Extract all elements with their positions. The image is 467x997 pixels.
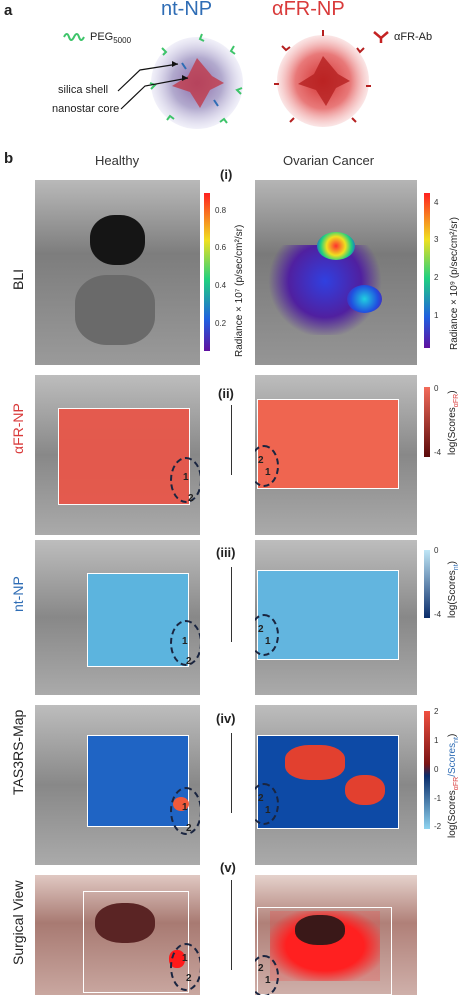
tas-h-region-2: 2 <box>186 823 192 834</box>
divider-ii <box>231 405 232 475</box>
cbar-bli-h-tick-3: 0.2 <box>215 319 227 328</box>
divider-iii <box>231 567 232 642</box>
cbar-ratio-tick-2: 0 <box>434 765 439 774</box>
row-num-v: (v) <box>220 860 236 875</box>
nt-h-region-2: 2 <box>186 656 192 667</box>
row-label-bli: BLI <box>10 268 26 290</box>
afr-healthy-image: 1 2 <box>35 375 200 535</box>
cbar-ratio-tick-1: 1 <box>434 736 439 745</box>
column-header-healthy: Healthy <box>95 153 140 168</box>
cbar-ratio-label-pre: log(Scores <box>447 790 458 838</box>
cbar-nt-label: log(Scoresnt) <box>447 561 460 618</box>
peg-subscript: 5000 <box>113 36 132 46</box>
cbar-bli-healthy-label: Radiance × 10⁷ (p/sec/cm²/sr) <box>234 224 245 357</box>
afr-np-title: αFR-NP <box>272 0 345 20</box>
tas-c-region-1: 1 <box>265 805 271 816</box>
afr-h-region-2: 2 <box>188 493 194 504</box>
row-num-iii: (iii) <box>216 545 236 560</box>
cbar-nt-tick-0: 0 <box>434 546 439 555</box>
bli-cancer-image <box>255 180 417 365</box>
afr-ab-legend: αFR-Ab <box>394 31 433 43</box>
cbar-ratio-sub1: αFR <box>453 776 460 791</box>
row-label-nt-np: nt-NP <box>10 576 26 612</box>
surgical-cancer-image: 2 1 <box>255 875 417 995</box>
cbar-bli-h-tick-2: 0.4 <box>215 281 227 290</box>
row-num-iv: (iv) <box>216 711 236 726</box>
cbar-afr-label-text: log(Scores <box>447 407 458 455</box>
afr-c-region-2: 2 <box>258 455 264 466</box>
cbar-nt-tail: ) <box>447 561 458 565</box>
row-label-surgical-view: Surgical View <box>10 880 26 965</box>
peg-label: PEG <box>90 31 114 43</box>
surg-h-region-1: 1 <box>182 953 188 964</box>
column-header-ovarian-cancer: Ovarian Cancer <box>283 153 375 168</box>
cbar-bli-c-tick-1: 3 <box>434 235 439 244</box>
nt-np-particle <box>149 33 243 129</box>
nanostar-core-label: nanostar core <box>52 103 120 115</box>
cbar-ratio-label: log(ScoresαFR/Scoresnt) <box>447 734 460 838</box>
cbar-nt-label-text: log(Scores <box>447 570 458 618</box>
row-num-ii: (ii) <box>218 386 234 401</box>
cbar-bli-c-tick-3: 1 <box>434 311 439 320</box>
divider-v <box>231 880 232 970</box>
cbar-bli-h-tick-0: 0.8 <box>215 206 227 215</box>
cbar-bli-c-tick-0: 4 <box>434 198 439 207</box>
bli-healthy-image <box>35 180 200 365</box>
surgical-healthy-image: 1 2 <box>35 875 200 995</box>
row-label-tas3rs-map: TAS3RS-Map <box>10 709 26 795</box>
afr-ab-icon <box>373 31 389 43</box>
cbar-bli-h-tick-1: 0.6 <box>215 243 227 252</box>
nt-healthy-image: 1 2 <box>35 540 200 695</box>
nt-np-title: nt-NP <box>161 0 213 20</box>
colorbar-bli-healthy <box>204 193 210 351</box>
cbar-ratio-mid: /Scores <box>447 742 458 777</box>
nt-h-region-1: 1 <box>182 636 188 647</box>
cbar-afr-tail: ) <box>447 390 458 394</box>
afr-h-region-1: 1 <box>183 472 189 483</box>
tas3rs-healthy-image: 1 2 <box>35 705 200 865</box>
label-arrows <box>117 61 189 110</box>
cbar-ratio-sub2: nt <box>453 737 460 743</box>
cbar-afr-tick-0: 0 <box>434 384 439 393</box>
surg-c-region-2: 2 <box>258 963 264 974</box>
afr-c-region-1: 1 <box>265 467 271 478</box>
peg-icon <box>63 33 85 41</box>
cbar-ratio-tick-0: 2 <box>434 707 439 716</box>
cbar-ratio-tick-4: -2 <box>434 822 442 831</box>
peg-legend: PEG5000 <box>90 31 131 45</box>
cbar-nt-sub: nt <box>453 564 460 571</box>
afr-cancer-image: 2 1 <box>255 375 417 535</box>
cbar-afr-tick-1: -4 <box>434 448 442 457</box>
surg-c-region-1: 1 <box>265 975 271 986</box>
cbar-bli-cancer-label: Radiance × 10⁹ (p/sec/cm²/sr) <box>449 217 460 350</box>
nt-c-region-2: 2 <box>258 624 264 635</box>
panel-b-letter: b <box>4 150 14 167</box>
colorbar-ratio <box>424 711 430 829</box>
nt-c-region-1: 1 <box>265 636 271 647</box>
panel-a-letter: a <box>4 2 13 19</box>
tas-h-region-1: 1 <box>182 802 188 813</box>
tas-c-region-2: 2 <box>258 793 264 804</box>
cbar-nt-tick-1: -4 <box>434 610 442 619</box>
row-label-afr-np: αFR-NP <box>10 403 26 454</box>
tas3rs-cancer-image: 2 1 <box>255 705 417 865</box>
colorbar-bli-cancer <box>424 193 430 348</box>
divider-iv <box>231 733 232 813</box>
row-num-i: (i) <box>220 167 233 182</box>
colorbar-afr <box>424 387 430 457</box>
nt-cancer-image: 2 1 <box>255 540 417 695</box>
cbar-afr-sub: αFR <box>453 393 460 408</box>
cbar-afr-label: log(ScoresαFR) <box>447 390 460 455</box>
afr-np-particle <box>274 30 371 127</box>
silica-shell-label: silica shell <box>58 84 109 96</box>
surg-h-region-2: 2 <box>186 973 192 984</box>
cbar-bli-c-tick-2: 2 <box>434 273 439 282</box>
cbar-ratio-tail: ) <box>447 733 458 738</box>
colorbar-nt <box>424 550 430 618</box>
cbar-ratio-tick-3: -1 <box>434 794 442 803</box>
